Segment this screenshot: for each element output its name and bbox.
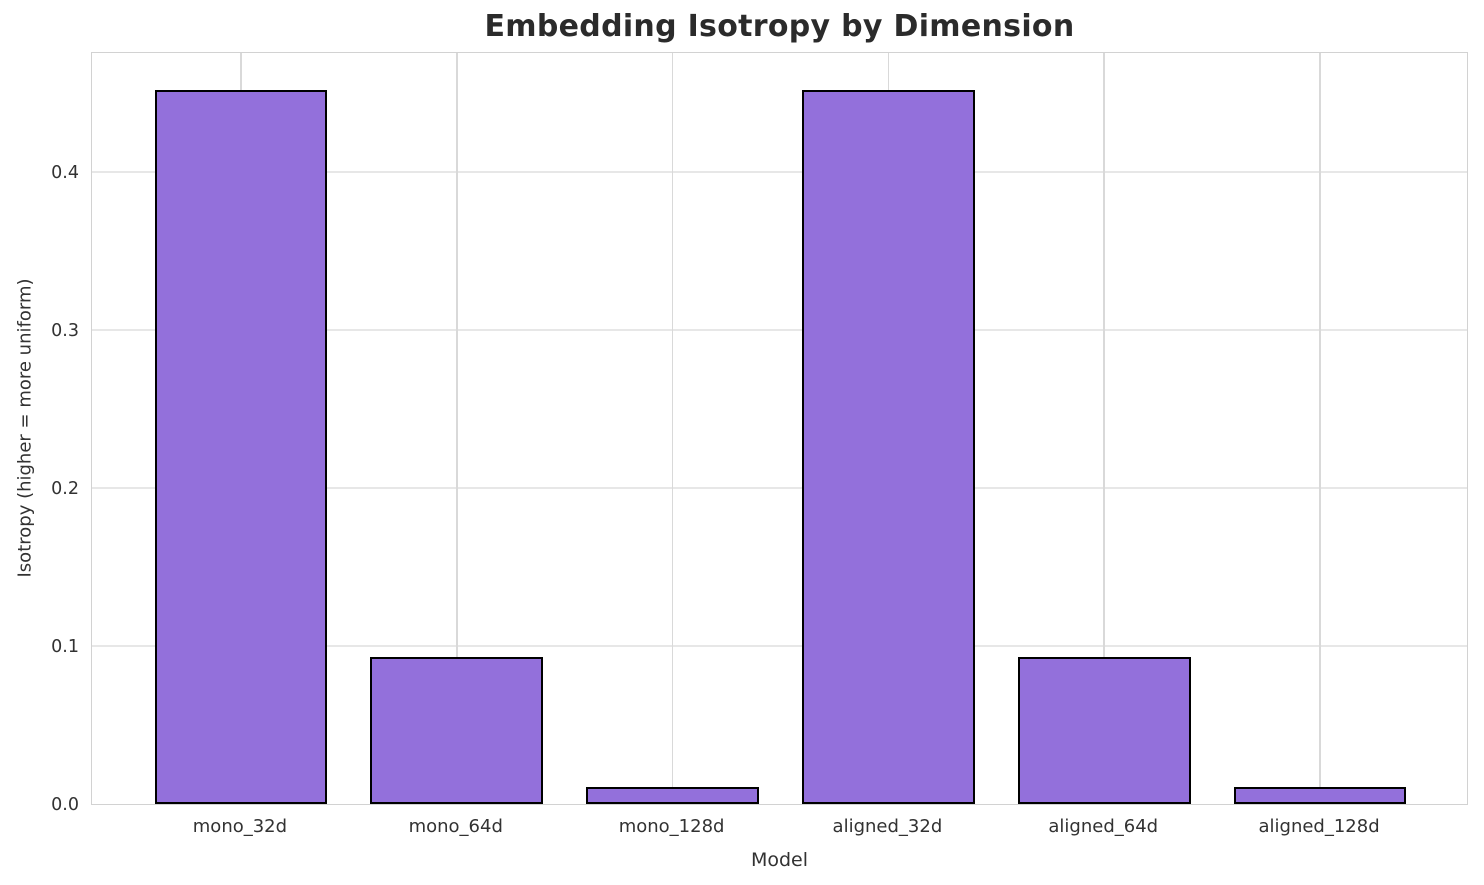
y-tick-label: 0.3 bbox=[51, 321, 79, 342]
bar-aligned_32d bbox=[802, 89, 975, 804]
gridline-vertical bbox=[455, 53, 458, 804]
y-tick-label: 0.1 bbox=[51, 637, 79, 657]
gridline-horizontal bbox=[92, 487, 1467, 489]
x-tick-label: aligned_32d bbox=[832, 816, 943, 837]
y-tick-label: 0.2 bbox=[51, 479, 79, 499]
x-tick-label: mono_64d bbox=[408, 816, 503, 837]
x-tick-label: aligned_128d bbox=[1258, 816, 1380, 837]
bar-mono_64d bbox=[370, 657, 544, 804]
x-tick-label: mono_32d bbox=[192, 816, 288, 837]
chart-title: Embedding Isotropy by Dimension bbox=[484, 9, 1075, 44]
plot-area bbox=[91, 52, 1468, 805]
gridline-horizontal bbox=[92, 645, 1467, 647]
gridline-vertical bbox=[1319, 53, 1321, 804]
x-tick-label: mono_128d bbox=[618, 816, 725, 837]
bar-aligned_64d bbox=[1017, 657, 1191, 804]
gridline-vertical bbox=[1103, 53, 1106, 804]
bar-mono_32d bbox=[154, 89, 328, 804]
y-tick-label: 0.0 bbox=[51, 795, 79, 815]
x-tick-label: aligned_64d bbox=[1048, 816, 1159, 837]
gridline-horizontal bbox=[92, 329, 1467, 331]
gridline-vertical bbox=[671, 53, 674, 804]
bar-mono_128d bbox=[586, 786, 759, 804]
gridline-horizontal bbox=[92, 171, 1467, 173]
bar-aligned_128d bbox=[1233, 786, 1407, 804]
y-tick-label: 0.4 bbox=[51, 163, 79, 184]
x-axis-label: Model bbox=[750, 849, 809, 871]
